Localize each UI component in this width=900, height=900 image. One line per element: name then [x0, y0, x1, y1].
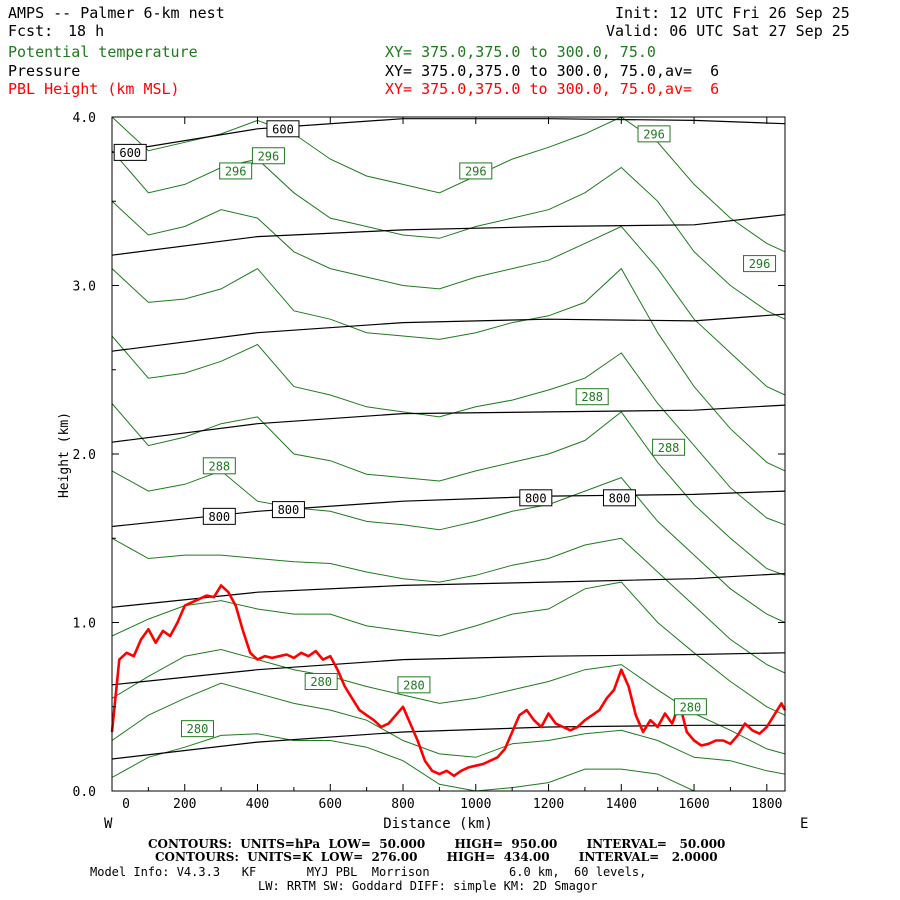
theta-contour-line [111, 267, 786, 472]
axes: 200 400 600 800 1000 1200 1400 1600 1800 0.0 1.0 2.… [73, 111, 786, 812]
y-tick-label: 3.0 [73, 280, 96, 295]
theta-contour-line [111, 537, 786, 674]
x-tick-label: 1800 [751, 797, 782, 812]
x-tick-label: 800 [391, 797, 414, 812]
x-tick-label: 1200 [533, 797, 564, 812]
theta-contour-label: 296 [225, 164, 247, 178]
x-tick-label: 400 [246, 797, 269, 812]
x-tick-label: 200 [173, 797, 196, 812]
theta-contour-label: 288 [581, 390, 603, 404]
theta-contour-line [111, 403, 786, 576]
pressure-contour-label: 800 [208, 510, 230, 524]
theta-contour-label-box [575, 388, 609, 406]
theta-contour-label: 280 [680, 700, 702, 714]
contour-labels: 296 296 296 296 296 288 288 288 280 280 280 280 600 6… [113, 120, 777, 738]
pressure-contour-label-box [202, 507, 236, 525]
pressure-contour-label-box [113, 143, 147, 161]
theta-contour-line [111, 200, 786, 396]
theta-contour-label-box [180, 720, 214, 738]
pressure-contour-line [111, 118, 786, 153]
legend-pbl-xy: XY= 375.0,375.0 to 300.0, 75.0,av= 6 [385, 80, 720, 98]
theta-contour-label-box [304, 672, 338, 690]
theta-contour-label: 288 [658, 441, 680, 455]
x-axis-label: Distance (km) [383, 816, 493, 832]
y-tick-label: 2.0 [73, 448, 96, 463]
theta-contour-line [111, 335, 786, 526]
theta-contour-line [111, 733, 785, 792]
pressure-contour-label: 600 [272, 122, 294, 136]
y-tick-label: 4.0 [73, 111, 96, 126]
x-tick-label: 0 [122, 797, 130, 812]
y-axis-label: Height (km) [57, 412, 72, 498]
x-tick-label: 1000 [460, 797, 491, 812]
theta-contour-label: 280 [187, 722, 209, 736]
theta-contour-label-box [219, 162, 253, 180]
x-tick-label: 600 [319, 797, 342, 812]
forecast-label: Fcst: [8, 22, 54, 40]
init-time: Init: 12 UTC Fri 26 Sep 25 [615, 4, 850, 22]
theta-contour-label: 296 [258, 149, 280, 163]
east-label: E [800, 816, 808, 832]
pressure-contour-line [111, 573, 786, 608]
theta-contour-label-box [673, 698, 707, 716]
west-label: W [104, 816, 113, 832]
theta-contour-label-box [397, 676, 431, 694]
pressure-contour-line [111, 724, 785, 760]
theta-contour-label-box [459, 162, 493, 180]
theta-contour-line [111, 150, 786, 320]
legend-pressure-xy: XY= 375.0,375.0 to 300.0, 75.0,av= 6 [385, 62, 720, 80]
model-info-line2: LW: RRTM SW: Goddard DIFF: simple KM: 2D… [258, 879, 598, 893]
theta-contour-label-box [637, 125, 671, 143]
pressure-contour-label-box [602, 489, 636, 507]
chart-title: AMPS -- Palmer 6-km nest [8, 4, 225, 22]
pressure-contour-label: 600 [119, 146, 141, 160]
theta-contour-line [111, 682, 786, 775]
legend-theta-name: Potential temperature [8, 43, 198, 61]
pressure-contour-info: CONTOURS: UNITS=hPa LOW= 50.000 HIGH= 95… [148, 837, 726, 851]
theta-contour-label: 280 [310, 675, 332, 689]
pressure-contour-line [111, 404, 786, 443]
legend-theta-xy: XY= 375.0,375.0 to 300.0, 75.0 [385, 43, 656, 61]
theta-contour-line [111, 116, 786, 253]
theta-contour-line [111, 470, 786, 623]
model-info-line1: Model Info: V4.3.3 KF MYJ PBL Morrison 6… [90, 865, 647, 879]
theta-contour-label-box [202, 457, 236, 475]
theta-contour-info: CONTOURS: UNITS=K LOW= 276.00 HIGH= 434.… [155, 850, 718, 864]
legend-pbl-name: PBL Height (km MSL) [8, 80, 180, 98]
legend-pressure-name: Pressure [8, 62, 81, 80]
x-tick-label: 1600 [678, 797, 709, 812]
x-tick-label: 1400 [606, 797, 637, 812]
theta-contour-label: 288 [208, 459, 230, 473]
pressure-contour-label: 800 [278, 503, 300, 517]
theta-contour-label-box [251, 147, 285, 165]
theta-contour-label: 296 [465, 164, 487, 178]
valid-time: Valid: 06 UTC Sat 27 Sep 25 [606, 22, 850, 40]
theta-contour-line [111, 581, 786, 716]
pressure-contour-label: 800 [609, 491, 631, 505]
theta-contour-label-box [652, 438, 686, 456]
pressure-contour-line [111, 214, 786, 256]
pressure-contour-label-box [271, 501, 305, 519]
y-tick-label: 1.0 [73, 617, 96, 632]
y-tick-label: 0.0 [73, 785, 96, 800]
pressure-contour-label-box [519, 489, 553, 507]
pressure-contour-label: 800 [525, 491, 547, 505]
forecast-value: 18 h [68, 22, 105, 40]
theta-contour-label-box [743, 255, 777, 273]
pressure-contour-line [111, 652, 786, 686]
theta-contour-label: 296 [749, 257, 771, 271]
theta-contour-label: 280 [403, 678, 425, 692]
pressure-contour-label-box [266, 120, 300, 138]
theta-contour-label: 296 [643, 127, 665, 141]
pressure-contour-line [111, 313, 786, 352]
